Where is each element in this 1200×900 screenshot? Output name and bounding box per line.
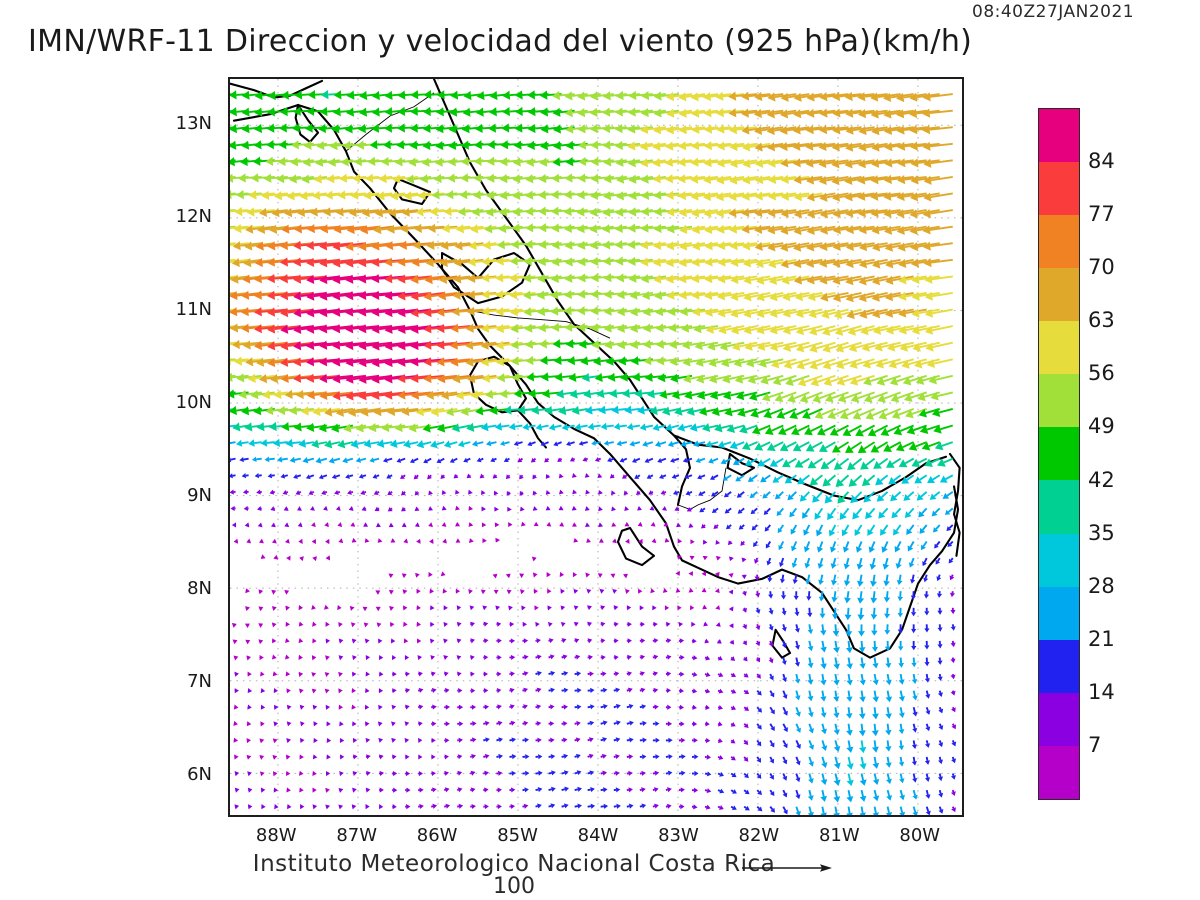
page-title: IMN/WRF-11 Direccion y velocidad del vie… (28, 24, 973, 59)
reference-vector-arrow (742, 864, 832, 872)
wind-vector-field (230, 79, 962, 815)
colorbar-band (1039, 533, 1079, 587)
colorbar-tick-label: 28 (1088, 573, 1115, 598)
xtick-label: 82W (738, 825, 780, 846)
colorbar-band (1039, 480, 1079, 534)
ytick-label: 11N (175, 298, 212, 320)
colorbar-tick-label: 7 (1088, 732, 1102, 757)
colorbar-band (1039, 215, 1079, 269)
xtick-label: 84W (577, 825, 619, 846)
colorbar-tick-label: 70 (1088, 255, 1115, 280)
wind-arrows (230, 90, 957, 815)
colorbar-tick-label: 63 (1088, 308, 1115, 333)
colorbar-band (1039, 268, 1079, 322)
ytick-label: 9N (187, 484, 212, 506)
valid-time-stamp: 08:40Z27JAN2021 (972, 2, 1135, 22)
colorbar-tick-label: 56 (1088, 361, 1115, 386)
xtick-label: 81W (818, 825, 860, 846)
footer-credit: Instituto Meteorologico Nacional Costa R… (252, 851, 776, 877)
xtick-label: 88W (255, 825, 297, 846)
colorbar-band (1039, 162, 1079, 216)
ytick-label: 13N (175, 112, 212, 134)
xtick-label: 86W (416, 825, 458, 846)
colorbar-tick-label: 77 (1088, 202, 1115, 227)
colorbar-band (1039, 374, 1079, 428)
colorbar-tick-label: 84 (1088, 149, 1115, 174)
colorbar-tick-label: 49 (1088, 414, 1115, 439)
colorbar-band (1039, 427, 1079, 481)
colorbar-tick-label: 35 (1088, 520, 1115, 545)
colorbar-band (1039, 745, 1079, 799)
colorbar-band (1039, 692, 1079, 746)
reference-vector-label: 100 (493, 874, 535, 899)
xtick-label: 85W (497, 825, 538, 846)
ytick-label: 10N (175, 391, 212, 413)
ytick-label: 7N (187, 671, 212, 693)
colorbar-tick-label: 14 (1088, 679, 1115, 704)
colorbar-band (1039, 321, 1079, 375)
ytick-label: 6N (187, 764, 212, 786)
map-plot-area (228, 77, 964, 817)
colorbar-band (1039, 639, 1079, 693)
ytick-label: 12N (175, 205, 212, 227)
colorbar-band (1039, 109, 1079, 163)
speed-colorbar (1038, 108, 1080, 800)
ytick-label: 8N (187, 577, 212, 599)
colorbar-tick-label: 21 (1088, 626, 1115, 651)
colorbar-band (1039, 586, 1079, 640)
colorbar-tick-label: 42 (1088, 467, 1115, 492)
xtick-label: 87W (336, 825, 378, 846)
xtick-label: 83W (658, 825, 699, 846)
xtick-label: 80W (899, 825, 941, 846)
